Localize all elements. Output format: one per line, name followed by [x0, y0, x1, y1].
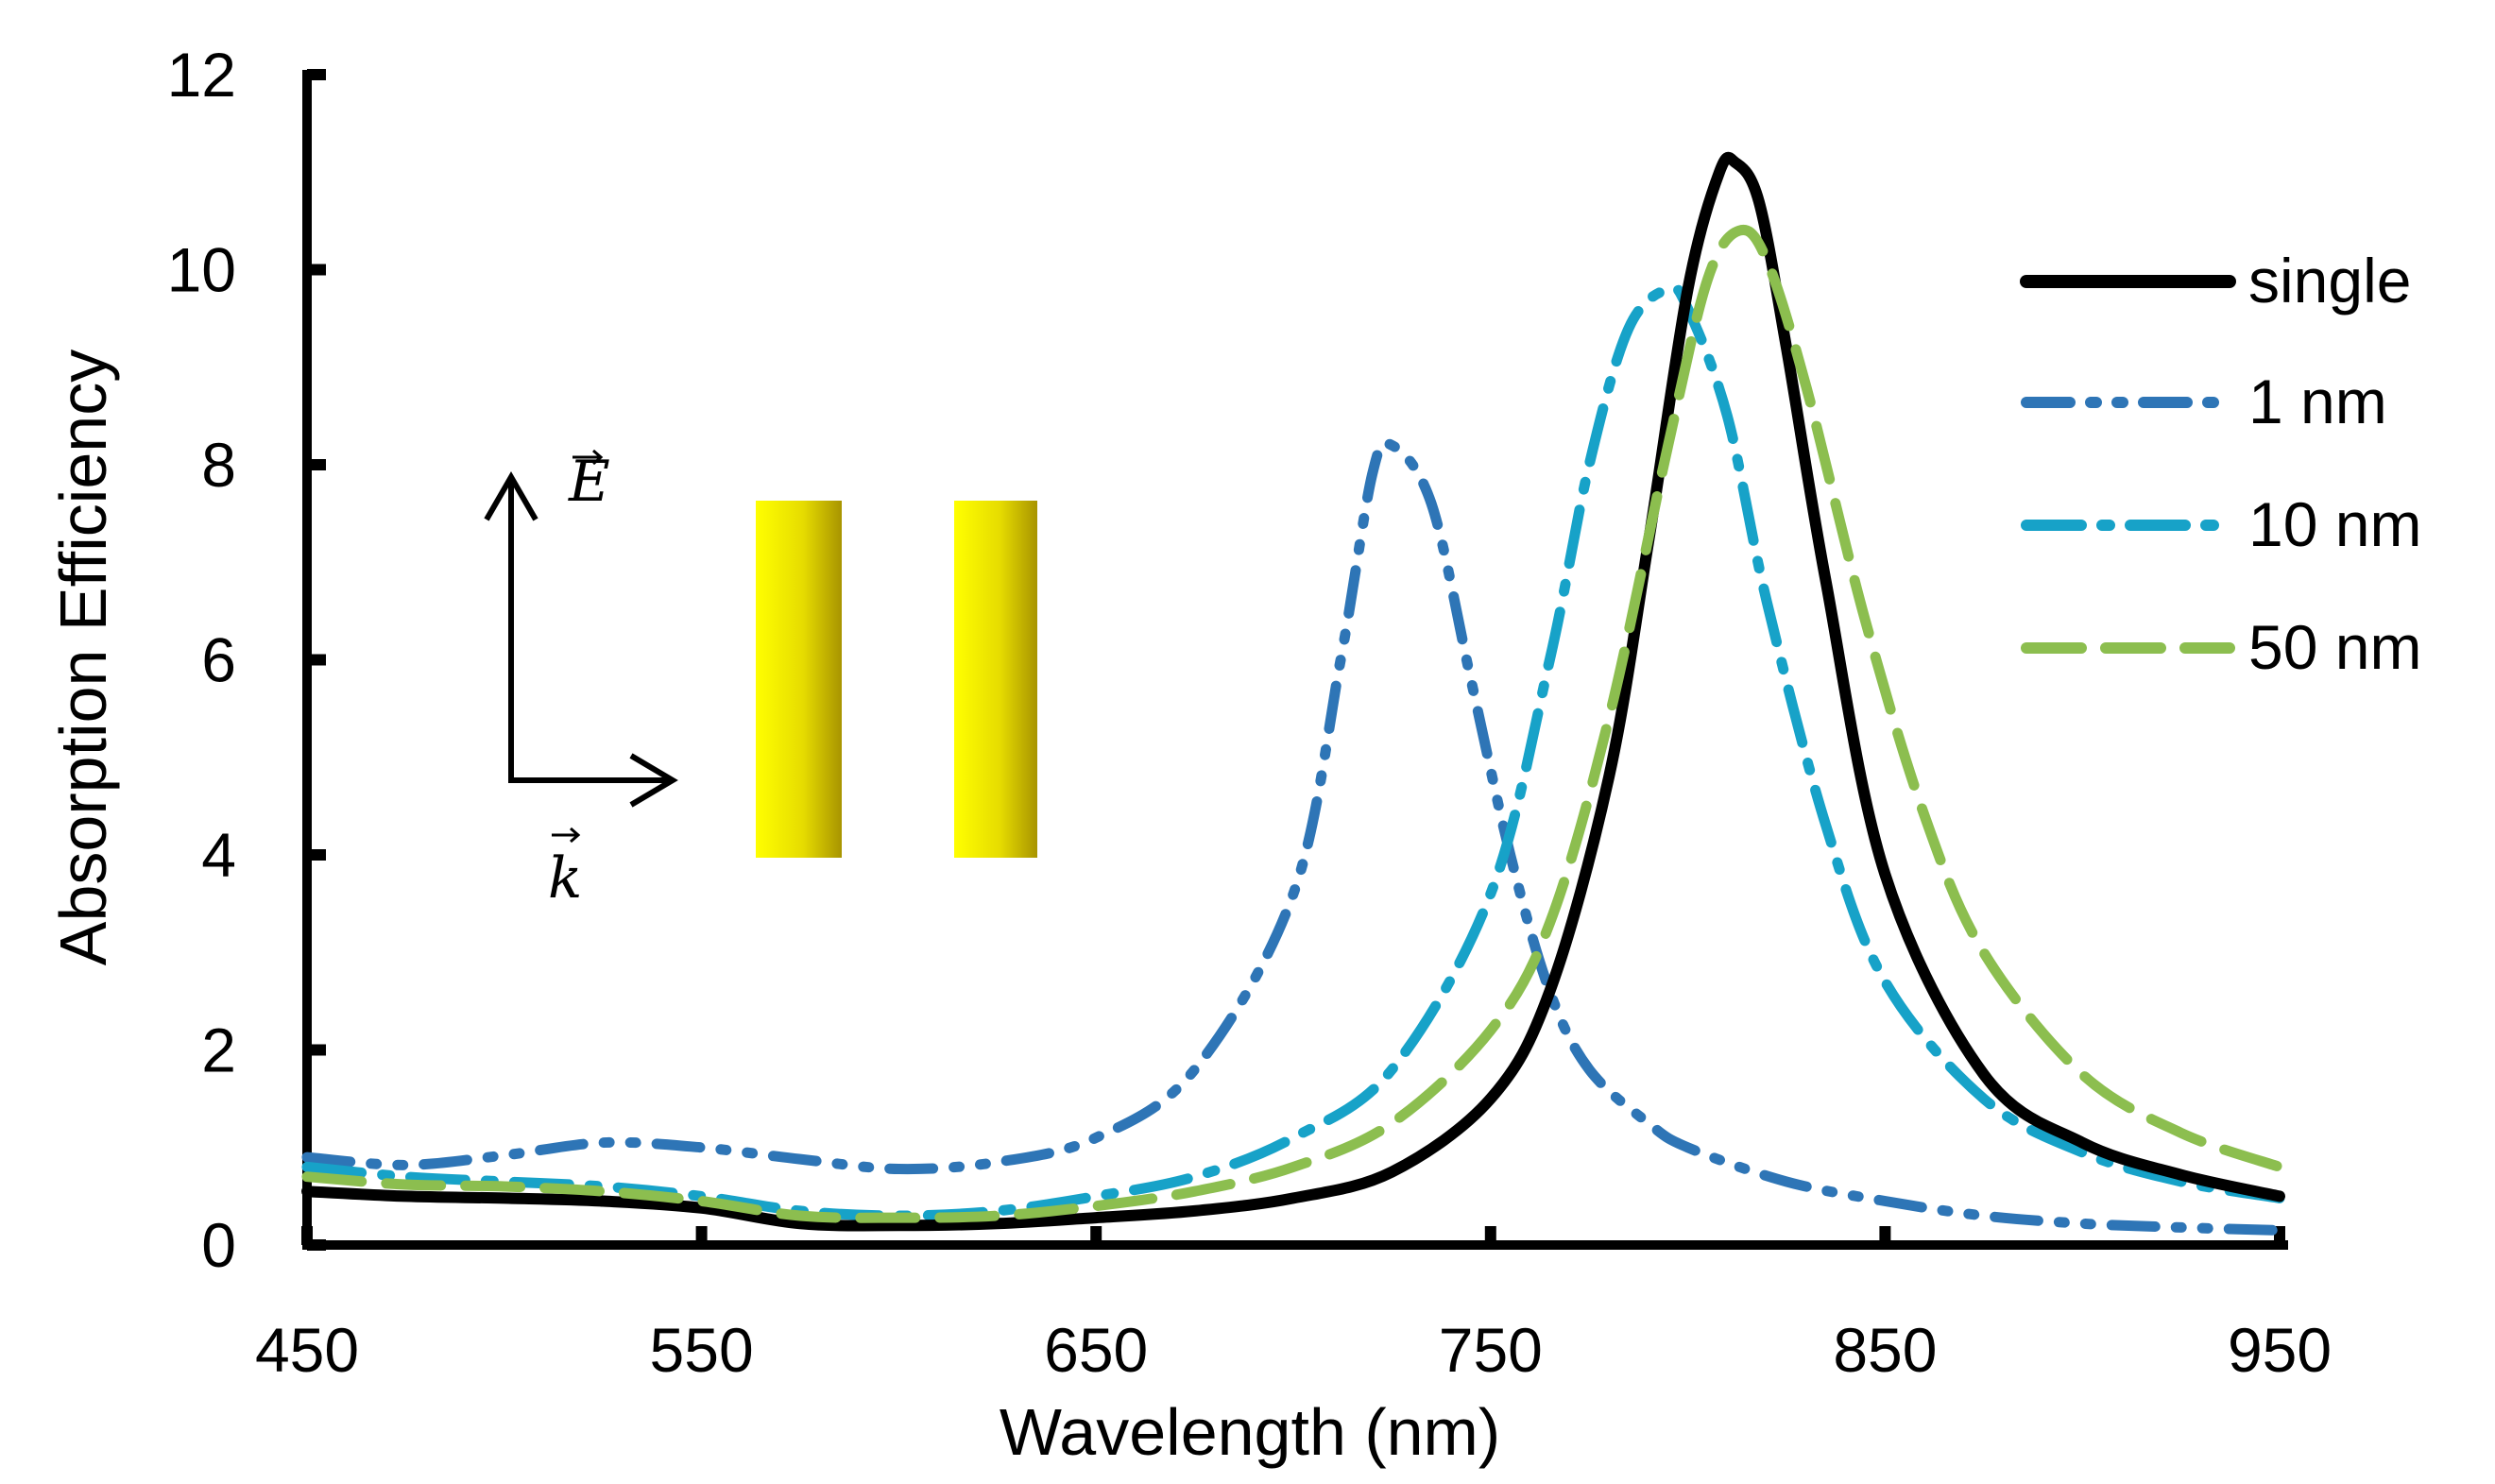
x-tick-label: 750: [1439, 1315, 1543, 1385]
x-axis-title: Wavelength (nm): [1000, 1395, 1500, 1469]
y-tick-label: 4: [201, 820, 236, 890]
series-line-single: [301, 151, 2285, 1232]
nanorod-right: [954, 501, 1037, 858]
legend: single 1 nm 10 nm 50 nm: [2020, 246, 2421, 682]
y-tick-label: 8: [201, 430, 236, 500]
y-axis-title: Absorption Efficiency: [46, 350, 120, 965]
x-tick-label: 850: [1833, 1315, 1937, 1385]
y-tick-label: 12: [167, 40, 236, 110]
e-field-label-text: E: [568, 449, 610, 515]
k-vector-label: k: [548, 827, 582, 912]
series-layer: [301, 151, 2285, 1236]
k-vector-arrow: [508, 753, 678, 808]
legend-label: 1 nm: [2248, 367, 2387, 436]
legend-label: 50 nm: [2248, 612, 2421, 682]
e-field-arrow: [484, 471, 538, 780]
x-ticks: 450 550 650 750 850 950: [255, 1226, 2332, 1385]
y-ticks: 0 2 4 6 8 10 12: [167, 40, 326, 1280]
legend-label: 10 nm: [2248, 489, 2421, 559]
e-field-label: E: [568, 449, 610, 515]
series-line-1-nm: [301, 437, 2285, 1236]
x-tick-label: 950: [2228, 1315, 2332, 1385]
series-line-50-nm: [301, 224, 2285, 1223]
y-tick-label: 10: [167, 235, 236, 305]
legend-label: single: [2248, 246, 2411, 316]
k-vector-label-text: k: [548, 845, 582, 912]
nanorod-left: [756, 501, 842, 858]
x-tick-label: 650: [1044, 1315, 1148, 1385]
axes: [302, 70, 2288, 1250]
y-tick-label: 2: [201, 1015, 236, 1085]
inset-illustration: E k: [484, 449, 1037, 912]
y-tick-label: 0: [201, 1210, 236, 1280]
y-tick-label: 6: [201, 625, 236, 695]
x-tick-label: 550: [650, 1315, 754, 1385]
x-tick-label: 450: [255, 1315, 359, 1385]
